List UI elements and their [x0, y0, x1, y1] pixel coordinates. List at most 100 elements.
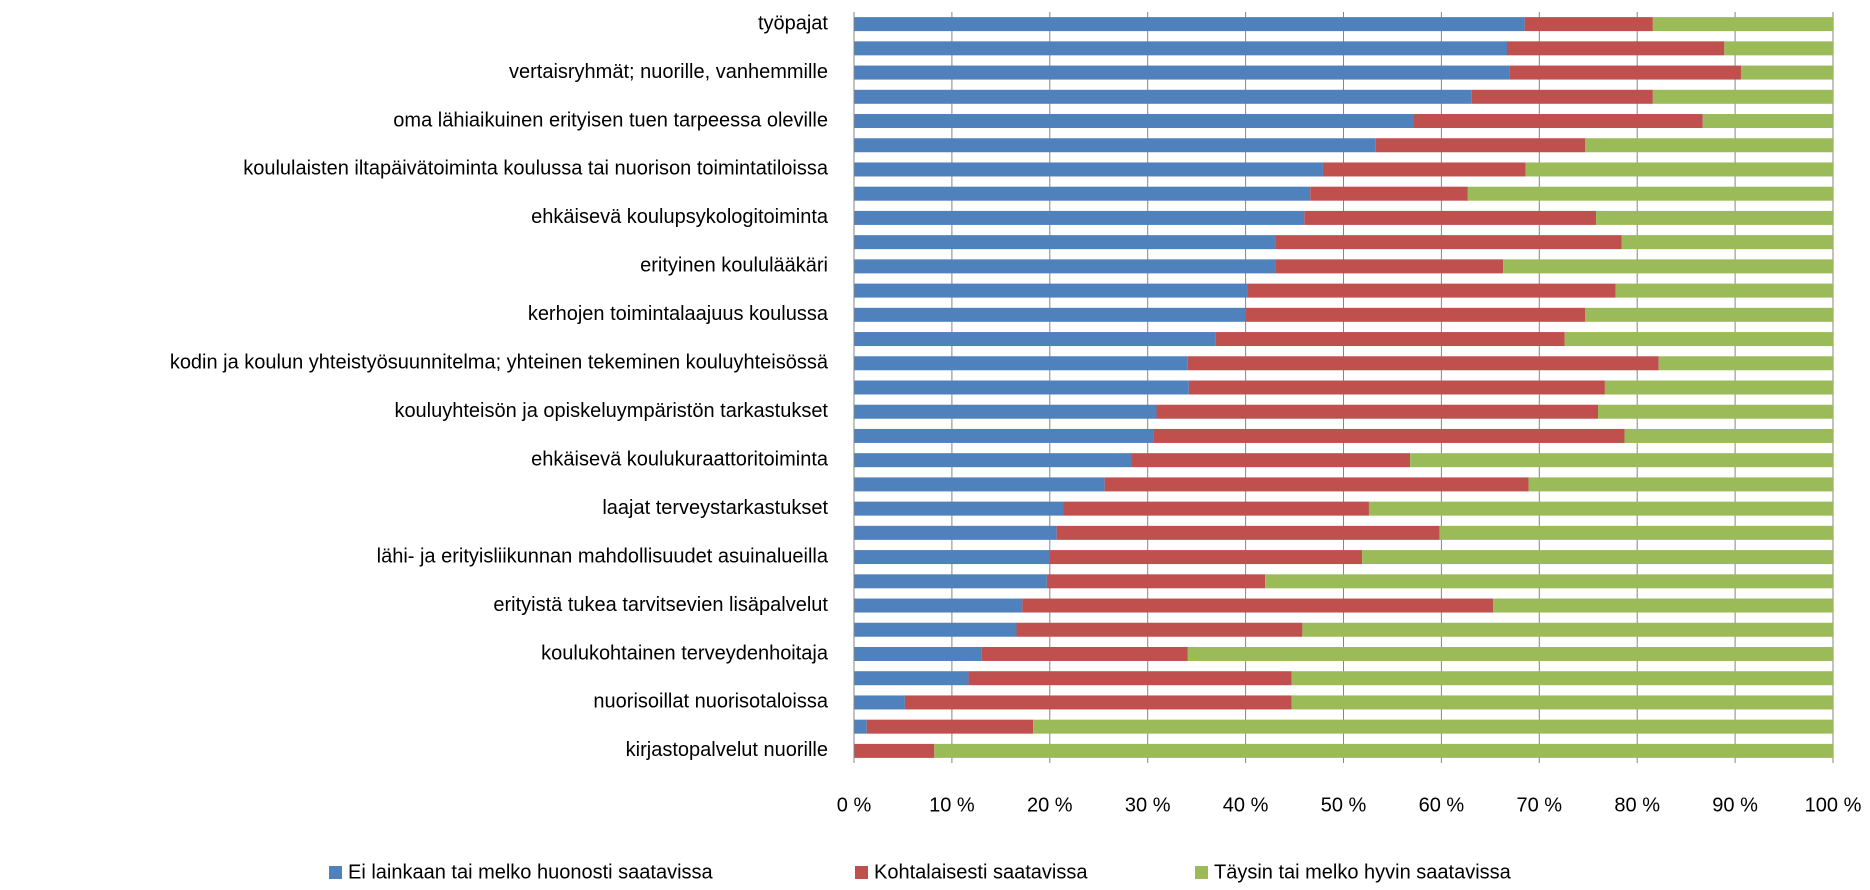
bar-segment: [1104, 477, 1529, 492]
bar-segment: [1131, 453, 1411, 468]
bar-segment: [854, 210, 1305, 225]
bar-segment: [1063, 501, 1369, 516]
bar-segment: [1724, 41, 1833, 56]
bar-segment: [1368, 501, 1833, 516]
bar-segment: [1624, 428, 1833, 443]
bar-segment: [1503, 259, 1833, 274]
bar-segment: [854, 332, 1216, 347]
bar-segment: [1410, 453, 1833, 468]
bar-segment: [854, 17, 1525, 32]
bar-segment: [1275, 259, 1504, 274]
bar-segment: [1265, 574, 1833, 589]
bar-segment: [854, 477, 1105, 492]
bar-segment: [1471, 89, 1653, 104]
bar-segment: [854, 646, 982, 661]
bar-segment: [854, 695, 905, 710]
bar-segment: [854, 453, 1132, 468]
y-tick-label: kouluyhteisön ja opiskeluympäristön tark…: [394, 400, 828, 422]
bar-segment: [1375, 138, 1586, 153]
x-tick-label: 10 %: [929, 794, 975, 816]
bar-segment: [1275, 235, 1622, 250]
bar-segment: [854, 671, 969, 686]
x-tick-label: 30 %: [1125, 794, 1171, 816]
y-tick-label: kodin ja koulun yhteistyösuunnitelma; yh…: [170, 352, 829, 374]
bar-segment: [854, 622, 1017, 637]
bar-segment: [1291, 671, 1833, 686]
bar-segment: [1652, 17, 1833, 32]
bar-segment: [854, 719, 867, 734]
bar-segment: [1585, 138, 1833, 153]
y-tick-label: koulukohtainen terveydenhoitaja: [541, 642, 829, 664]
bar-segment: [1049, 550, 1363, 565]
bar-segment: [854, 65, 1510, 80]
bar-segment: [1528, 477, 1833, 492]
bar-segment: [1056, 525, 1440, 540]
bar-segment: [934, 743, 1833, 758]
bar-segment: [854, 574, 1047, 589]
legend-swatch: [855, 866, 868, 879]
y-tick-label: erityinen koululääkäri: [640, 255, 828, 277]
bar-segment: [1302, 622, 1833, 637]
bar-segment: [1187, 356, 1659, 371]
bar-segment: [854, 550, 1050, 565]
bar-segment: [854, 235, 1276, 250]
x-tick-label: 50 %: [1321, 794, 1367, 816]
bar-segment: [854, 501, 1064, 516]
bar-segment: [854, 89, 1472, 104]
bar-segment: [854, 404, 1157, 419]
bar-segment: [854, 356, 1188, 371]
bar-segment: [1413, 114, 1703, 129]
bar-segment: [854, 41, 1507, 56]
bar-segment: [854, 380, 1189, 395]
bar-segment: [1362, 550, 1833, 565]
bar-segment: [1322, 162, 1526, 177]
legend-swatch: [329, 866, 342, 879]
bar-segment: [854, 743, 935, 758]
bar-segment: [1585, 307, 1833, 322]
y-tick-label: lähi- ja erityisliikunnan mahdollisuudet…: [377, 545, 829, 567]
bar-segment: [1564, 332, 1833, 347]
bar-segment: [1604, 380, 1833, 395]
x-tick-label: 0 %: [837, 794, 872, 816]
bar-segment: [1304, 210, 1597, 225]
bar-segment: [1740, 65, 1833, 80]
bar-segment: [1493, 598, 1833, 613]
y-tick-label: koululaisten iltapäivätoiminta koulussa …: [243, 158, 829, 180]
bar-segment: [854, 138, 1376, 153]
bar-segment: [981, 646, 1188, 661]
bar-segment: [904, 695, 1292, 710]
bar-segment: [1615, 283, 1833, 298]
bar-segment: [1439, 525, 1833, 540]
bar-segment: [854, 307, 1246, 322]
bar-segment: [1702, 114, 1833, 129]
x-tick-label: 60 %: [1419, 794, 1465, 816]
legend-swatch: [1195, 866, 1208, 879]
bar-segment: [854, 525, 1057, 540]
y-tick-label: ehkäisevä koulupsykologitoiminta: [531, 206, 829, 228]
bar-segment: [854, 428, 1154, 443]
y-tick-label: erityistä tukea tarvitsevien lisäpalvelu…: [493, 594, 828, 616]
x-tick-label: 80 %: [1614, 794, 1660, 816]
bar-segment: [968, 671, 1292, 686]
legend-label: Ei lainkaan tai melko huonosti saataviss…: [348, 861, 714, 883]
bar-segment: [1156, 404, 1599, 419]
y-tick-label: kirjastopalvelut nuorille: [626, 739, 828, 761]
bar-segment: [1596, 210, 1833, 225]
y-tick-label: oma lähiaikuinen erityisen tuen tarpeess…: [393, 109, 828, 131]
bar-segment: [1467, 186, 1833, 201]
bar-segment: [854, 114, 1414, 129]
bar-segment: [1016, 622, 1303, 637]
bar-segment: [854, 598, 1023, 613]
bar-segment: [854, 186, 1311, 201]
bar-segment: [1525, 162, 1833, 177]
bar-segment: [1310, 186, 1468, 201]
legend-label: Kohtalaisesti saatavissa: [874, 861, 1088, 883]
bar-segment: [1153, 428, 1625, 443]
bar-segment: [1033, 719, 1833, 734]
bar-segment: [1187, 646, 1833, 661]
bar-segment: [866, 719, 1034, 734]
x-tick-label: 100 %: [1805, 794, 1862, 816]
y-tick-label: nuorisoillat nuorisotaloissa: [593, 691, 828, 713]
y-tick-label: laajat terveystarkastukset: [602, 497, 828, 519]
bar-segment: [1658, 356, 1833, 371]
